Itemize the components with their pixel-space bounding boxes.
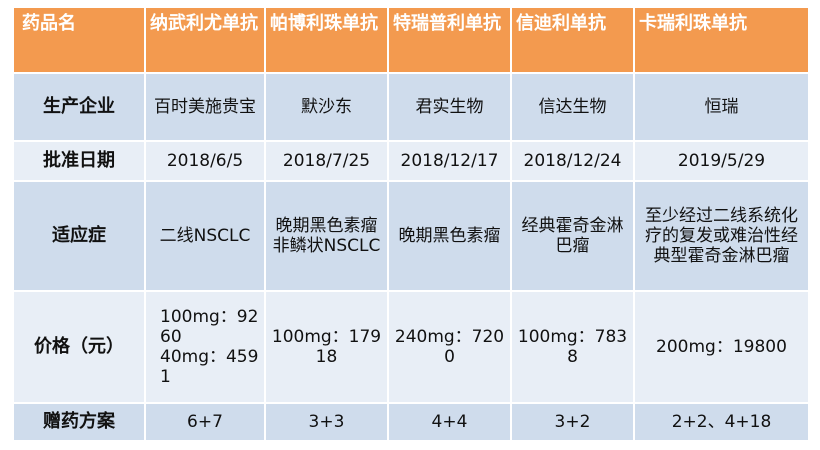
header-cell-nivolumab: 纳武利尤单抗 — [144, 6, 266, 74]
table-cell: 2018/12/24 — [510, 140, 635, 182]
table-cell: 4+4 — [387, 402, 512, 442]
table-cell: 2018/6/5 — [144, 140, 266, 182]
header-row: 药品名 纳武利尤单抗 帕博利珠单抗 特瑞普利单抗 信迪利单抗 卡瑞利珠单抗 — [12, 6, 810, 74]
table-cell: 君实生物 — [387, 72, 512, 142]
row-label-price: 价格（元） — [12, 290, 146, 404]
table-cell: 晚期黑色素瘤 非鳞状NSCLC — [264, 180, 389, 292]
table-cell: 信达生物 — [510, 72, 635, 142]
table-cell: 至少经过二线系统化疗的复发或难治性经典型霍奇金淋巴瘤 — [633, 180, 810, 292]
table-cell: 200mg：19800 — [633, 290, 810, 404]
table-cell: 2018/7/25 — [264, 140, 389, 182]
header-cell-camrelizumab: 卡瑞利珠单抗 — [633, 6, 810, 74]
table-row-manufacturer: 生产企业 百时美施贵宝 默沙东 君实生物 信达生物 恒瑞 — [12, 72, 810, 142]
table-cell: 100mg：7838 — [510, 290, 635, 404]
table-cell: 2018/12/17 — [387, 140, 512, 182]
table-cell: 240mg：7200 — [387, 290, 512, 404]
table-row-price: 价格（元） 100mg：9260 40mg：4591 100mg：17918 24… — [12, 290, 810, 404]
row-label-indication: 适应症 — [12, 180, 146, 292]
row-label-approval-date: 批准日期 — [12, 140, 146, 182]
header-cell-sintilimab: 信迪利单抗 — [510, 6, 635, 74]
table-row-donation-plan: 赠药方案 6+7 3+3 4+4 3+2 2+2、4+18 — [12, 402, 810, 442]
table-cell: 2+2、4+18 — [633, 402, 810, 442]
row-label-manufacturer: 生产企业 — [12, 72, 146, 142]
table-cell: 3+3 — [264, 402, 389, 442]
header-cell-toripalimab: 特瑞普利单抗 — [387, 6, 512, 74]
row-label-donation-plan: 赠药方案 — [12, 402, 146, 442]
table-cell: 100mg：17918 — [264, 290, 389, 404]
table-row-approval-date: 批准日期 2018/6/5 2018/7/25 2018/12/17 2018/… — [12, 140, 810, 182]
table-cell: 百时美施贵宝 — [144, 72, 266, 142]
table-row-indication: 适应症 二线NSCLC 晚期黑色素瘤 非鳞状NSCLC 晚期黑色素瘤 经典霍奇金淋… — [12, 180, 810, 292]
table-cell: 3+2 — [510, 402, 635, 442]
drug-comparison-table: 药品名 纳武利尤单抗 帕博利珠单抗 特瑞普利单抗 信迪利单抗 卡瑞利珠单抗 生产… — [12, 6, 810, 442]
table-cell: 6+7 — [144, 402, 266, 442]
table-cell: 二线NSCLC — [144, 180, 266, 292]
table-cell: 经典霍奇金淋巴瘤 — [510, 180, 635, 292]
header-cell-drug-name: 药品名 — [12, 6, 146, 74]
table-cell: 2019/5/29 — [633, 140, 810, 182]
table-cell: 默沙东 — [264, 72, 389, 142]
table-cell: 晚期黑色素瘤 — [387, 180, 512, 292]
table-cell: 恒瑞 — [633, 72, 810, 142]
header-cell-pembrolizumab: 帕博利珠单抗 — [264, 6, 389, 74]
table-cell: 100mg：9260 40mg：4591 — [144, 290, 266, 404]
